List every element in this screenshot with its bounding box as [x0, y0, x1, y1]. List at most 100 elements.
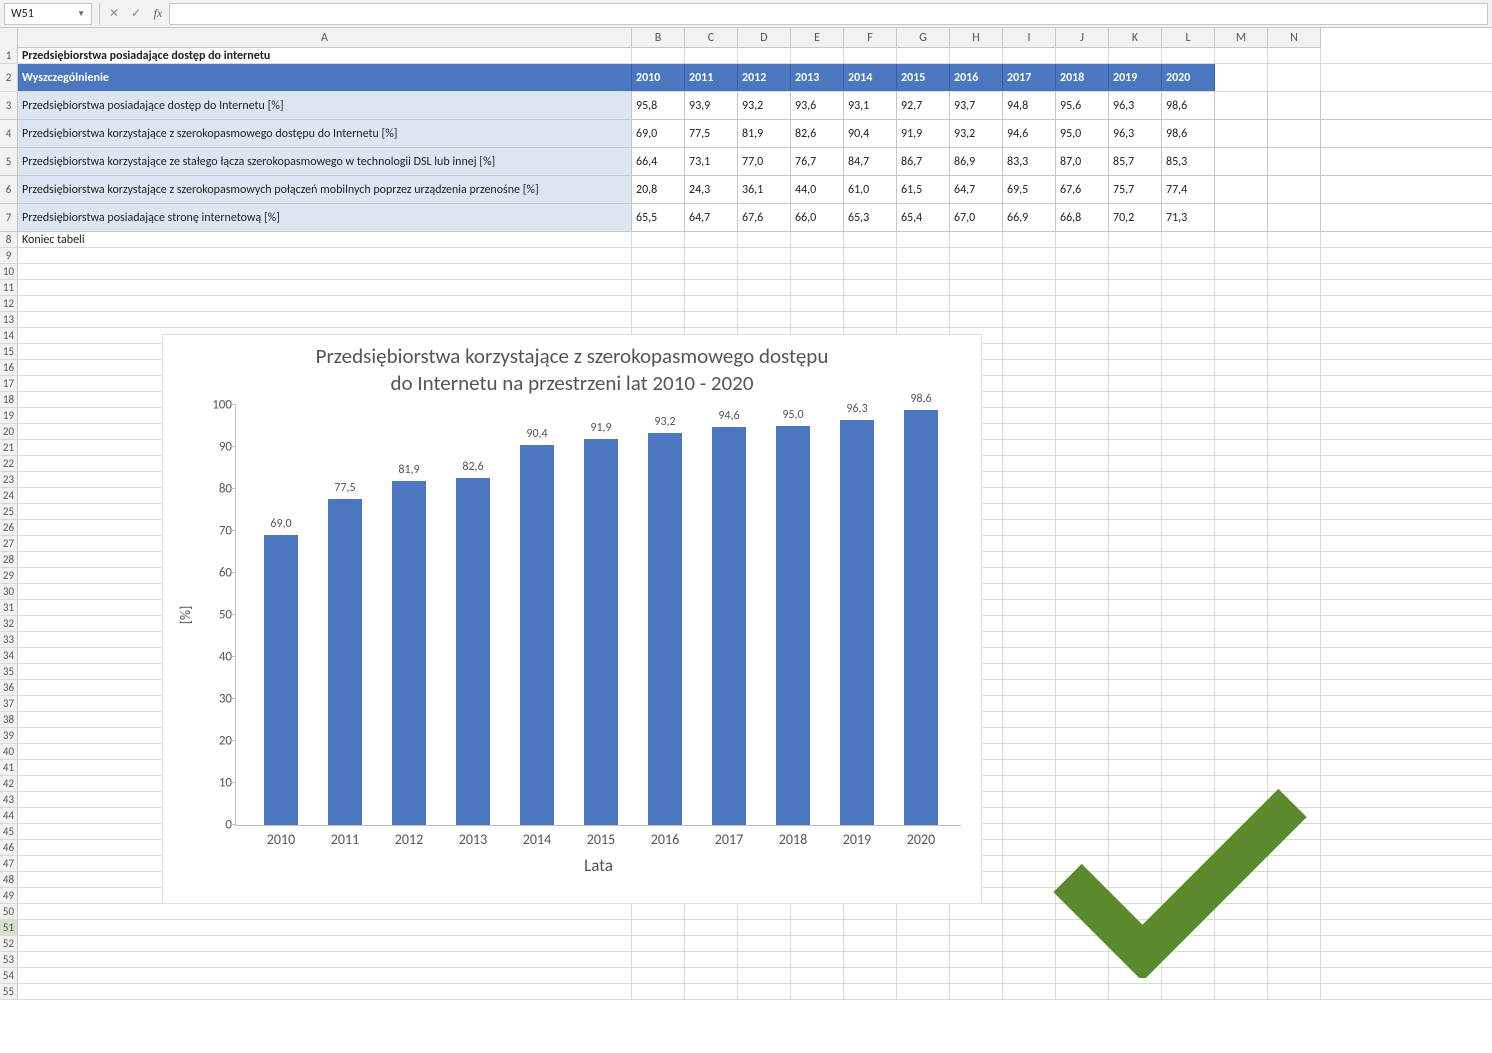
cell[interactable]: [1162, 936, 1215, 951]
cell[interactable]: Koniec tabeli: [18, 232, 632, 247]
cell[interactable]: [685, 952, 738, 967]
cell[interactable]: [632, 936, 685, 951]
cell[interactable]: 83,3: [1003, 148, 1056, 175]
cell[interactable]: [1215, 204, 1268, 231]
cell[interactable]: [1215, 648, 1268, 663]
cell[interactable]: [791, 312, 844, 327]
cell[interactable]: 77,5: [685, 120, 738, 147]
row-header[interactable]: 17: [0, 376, 18, 391]
cell[interactable]: [897, 952, 950, 967]
cell[interactable]: [950, 296, 1003, 311]
cell[interactable]: 73,1: [685, 148, 738, 175]
cell[interactable]: [632, 968, 685, 983]
cell[interactable]: 2014: [844, 64, 897, 91]
cell[interactable]: [1215, 536, 1268, 551]
cell[interactable]: [1268, 712, 1321, 727]
cell[interactable]: [1056, 472, 1109, 487]
cell[interactable]: [1268, 568, 1321, 583]
cell[interactable]: [844, 312, 897, 327]
cell[interactable]: 61,0: [844, 176, 897, 203]
cell[interactable]: [1268, 808, 1321, 823]
name-box[interactable]: W51 ▼: [4, 3, 92, 25]
cell[interactable]: [1215, 920, 1268, 935]
cell[interactable]: [1109, 376, 1162, 391]
cell[interactable]: [897, 248, 950, 263]
cell[interactable]: [1268, 344, 1321, 359]
cell[interactable]: [1268, 92, 1321, 119]
cell[interactable]: [685, 984, 738, 999]
cell[interactable]: [1268, 280, 1321, 295]
row-header[interactable]: 42: [0, 776, 18, 791]
cell[interactable]: [1268, 936, 1321, 951]
cell[interactable]: [685, 48, 738, 63]
cell[interactable]: [897, 984, 950, 999]
cell[interactable]: [1109, 360, 1162, 375]
cell[interactable]: [18, 296, 632, 311]
cell[interactable]: [1109, 776, 1162, 791]
cell[interactable]: [1109, 440, 1162, 455]
cell[interactable]: [1056, 760, 1109, 775]
cell[interactable]: 75,7: [1109, 176, 1162, 203]
cell[interactable]: [1056, 48, 1109, 63]
cell[interactable]: 95,0: [1056, 120, 1109, 147]
cell[interactable]: [1056, 552, 1109, 567]
row-header[interactable]: 53: [0, 952, 18, 967]
cell[interactable]: [738, 312, 791, 327]
cell[interactable]: [1162, 600, 1215, 615]
cell[interactable]: 95,8: [632, 92, 685, 119]
cell[interactable]: 70,2: [1109, 204, 1162, 231]
cell[interactable]: [1056, 856, 1109, 871]
cell[interactable]: [1056, 376, 1109, 391]
cell[interactable]: [897, 904, 950, 919]
cell[interactable]: [1162, 648, 1215, 663]
cell[interactable]: [1162, 632, 1215, 647]
cell[interactable]: [1003, 936, 1056, 951]
cell[interactable]: [1162, 360, 1215, 375]
cell[interactable]: [844, 264, 897, 279]
cell[interactable]: [685, 296, 738, 311]
cell[interactable]: 82,6: [791, 120, 844, 147]
cell[interactable]: [1268, 296, 1321, 311]
row-header[interactable]: 55: [0, 984, 18, 999]
row-header[interactable]: 52: [0, 936, 18, 951]
cell[interactable]: [18, 936, 632, 951]
cell[interactable]: [1162, 888, 1215, 903]
cell[interactable]: [1215, 904, 1268, 919]
cell[interactable]: [685, 232, 738, 247]
cell[interactable]: [632, 904, 685, 919]
cell[interactable]: [1056, 840, 1109, 855]
cell[interactable]: [1003, 840, 1056, 855]
cell[interactable]: [1162, 952, 1215, 967]
cell[interactable]: [1268, 312, 1321, 327]
row-header[interactable]: 41: [0, 760, 18, 775]
cell[interactable]: [1109, 728, 1162, 743]
cell[interactable]: [1215, 312, 1268, 327]
cell[interactable]: [1109, 808, 1162, 823]
cell[interactable]: [1215, 584, 1268, 599]
cell[interactable]: [1003, 360, 1056, 375]
cell[interactable]: [1109, 920, 1162, 935]
cell[interactable]: 2019: [1109, 64, 1162, 91]
cell[interactable]: [791, 968, 844, 983]
cell[interactable]: [1056, 888, 1109, 903]
cell[interactable]: [685, 280, 738, 295]
cell[interactable]: [1056, 328, 1109, 343]
cell[interactable]: [1003, 824, 1056, 839]
cell[interactable]: [1162, 664, 1215, 679]
cell[interactable]: [791, 952, 844, 967]
cell[interactable]: 94,6: [1003, 120, 1056, 147]
cell[interactable]: [1056, 744, 1109, 759]
cell[interactable]: [1215, 616, 1268, 631]
cell[interactable]: 20,8: [632, 176, 685, 203]
cell[interactable]: [1215, 280, 1268, 295]
worksheet[interactable]: ABCDEFGHIJKLMN 1Przedsiębiorstwa posiada…: [0, 28, 1492, 1053]
cell[interactable]: [1056, 920, 1109, 935]
cell[interactable]: [1215, 600, 1268, 615]
cell[interactable]: [1162, 984, 1215, 999]
row-header[interactable]: 24: [0, 488, 18, 503]
cell[interactable]: [791, 984, 844, 999]
cell[interactable]: [1056, 312, 1109, 327]
cell[interactable]: 65,3: [844, 204, 897, 231]
cell[interactable]: [1215, 680, 1268, 695]
cell[interactable]: [1215, 856, 1268, 871]
